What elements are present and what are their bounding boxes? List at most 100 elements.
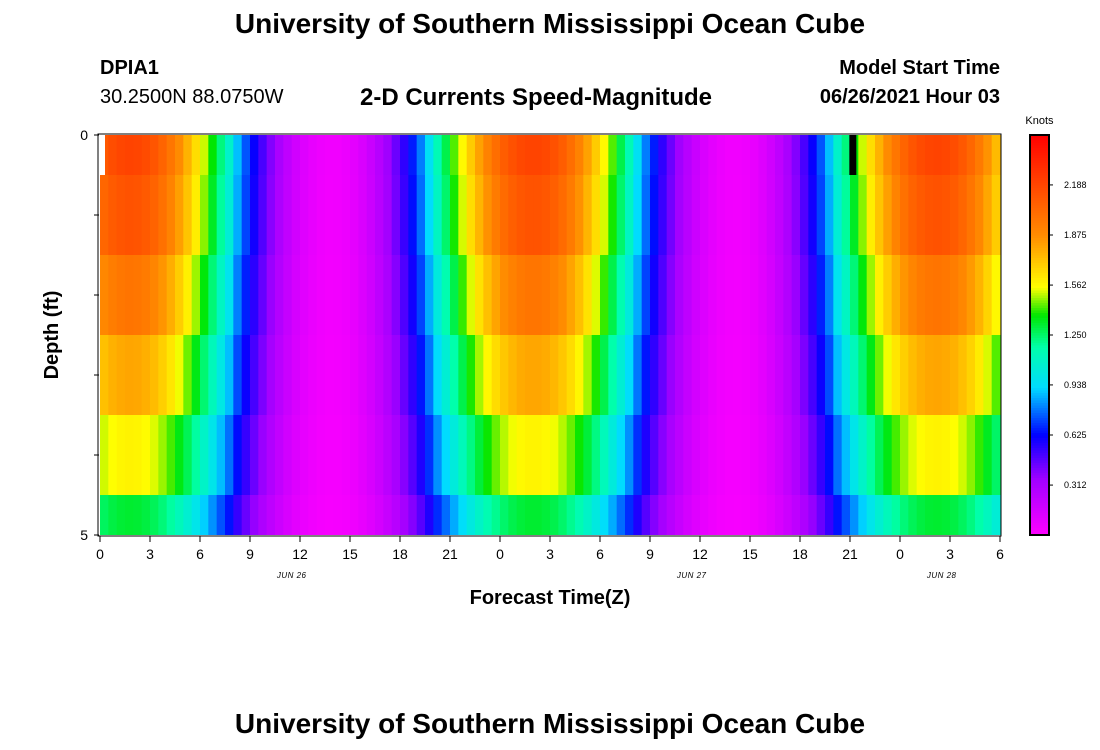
heatmap-cell [383, 175, 393, 255]
heatmap-cell [725, 495, 734, 535]
colorbar-swatch [1030, 420, 1049, 423]
chart-subtitle: 2-D Currents Speed-Magnitude [360, 84, 713, 111]
heatmap-cell [216, 415, 226, 495]
heatmap-cell [425, 255, 434, 335]
heatmap-cell [741, 135, 751, 175]
heatmap-cell [391, 175, 401, 255]
heatmap-cell [633, 255, 643, 335]
x-tick-label: 12 [292, 546, 308, 562]
heatmap-cell [666, 495, 676, 535]
heatmap-cell [483, 495, 493, 535]
colorbar-swatch [1030, 470, 1049, 473]
heatmap-cell [791, 415, 801, 495]
heatmap-cell [966, 335, 976, 415]
heatmap-cell [175, 175, 184, 255]
heatmap-cell [116, 495, 126, 535]
heatmap-cell [800, 335, 809, 415]
y-tick-label: 5 [80, 527, 88, 543]
heatmap-cell [691, 335, 701, 415]
heatmap-cell [200, 175, 209, 255]
x-tick-label: 3 [146, 546, 154, 562]
heatmap-cell [141, 135, 151, 175]
heatmap-cell [908, 255, 918, 335]
heatmap-cell [741, 415, 751, 495]
heatmap-cell [700, 415, 709, 495]
heatmap-cell [700, 255, 709, 335]
heatmap-cell [775, 415, 784, 495]
heatmap-cell [925, 255, 934, 335]
colorbar-tick-label: 0.625 [1064, 430, 1087, 440]
colorbar-swatch [1030, 330, 1049, 333]
heatmap-cell [291, 415, 301, 495]
heatmap-cell [416, 175, 426, 255]
heatmap-cell [483, 415, 493, 495]
heatmap-cell [333, 135, 343, 175]
heatmap-cell [700, 135, 709, 175]
heatmap-cell [783, 495, 793, 535]
heatmap-cell [858, 495, 868, 535]
heatmap-cell [808, 175, 818, 255]
colorbar-swatch [1030, 285, 1049, 288]
heatmap-cell [958, 495, 968, 535]
heatmap-cell [691, 175, 701, 255]
heatmap-cell [366, 495, 376, 535]
heatmap-cell [283, 175, 293, 255]
heatmap-cell [883, 135, 893, 175]
heatmap-cell [958, 255, 968, 335]
heatmap-cell [441, 415, 451, 495]
date-label: JUN 28 [926, 571, 957, 580]
heatmap-cell [408, 135, 418, 175]
heatmap-cell [283, 415, 293, 495]
heatmap-cell [916, 335, 926, 415]
heatmap-cell [716, 175, 726, 255]
colorbar-swatch [1030, 172, 1049, 176]
heatmap-cell [125, 175, 134, 255]
heatmap-cell [825, 415, 834, 495]
heatmap-cell [366, 175, 376, 255]
colorbar-swatch [1030, 247, 1049, 251]
heatmap-cell [125, 135, 134, 175]
colorbar-swatch [1030, 237, 1049, 241]
heatmap-cell [800, 415, 809, 495]
heatmap-cell [925, 415, 934, 495]
heatmap-cell [983, 495, 993, 535]
heatmap-cell [158, 135, 168, 175]
heatmap-cell [175, 495, 184, 535]
heatmap-cell [608, 415, 618, 495]
heatmap-cell [966, 495, 976, 535]
heatmap-cell [391, 335, 401, 415]
station-id: DPIA1 [100, 57, 159, 79]
heatmap-cell [191, 255, 201, 335]
colorbar-swatch [1030, 450, 1049, 453]
colorbar-swatch [1030, 440, 1049, 443]
heatmap-cell [941, 415, 951, 495]
heatmap-cell [475, 495, 484, 535]
heatmap-cell [725, 175, 734, 255]
colorbar-swatch [1030, 287, 1049, 291]
colorbar-swatch [1030, 152, 1049, 156]
heatmap-cell [233, 135, 243, 175]
heatmap-cell [775, 135, 784, 175]
heatmap-cell [983, 135, 993, 175]
heatmap-cell [600, 175, 609, 255]
heatmap-cell [616, 175, 626, 255]
heatmap-cell [366, 255, 376, 335]
heatmap-cell [350, 255, 359, 335]
heatmap-cell [958, 335, 968, 415]
heatmap-cell [291, 255, 301, 335]
heatmap-cell [825, 495, 834, 535]
heatmap-cell [891, 255, 901, 335]
colorbar-swatch [1030, 372, 1049, 376]
x-tick-label: 9 [246, 546, 254, 562]
colorbar-swatch [1030, 155, 1049, 158]
heatmap-cell [991, 495, 1001, 535]
colorbar-swatch [1030, 347, 1049, 351]
heatmap-cell [766, 495, 776, 535]
heatmap-cell [150, 135, 159, 175]
x-tick-label: 9 [646, 546, 654, 562]
heatmap-cell [625, 135, 634, 175]
heatmap-cell [250, 255, 259, 335]
heatmap-cell [191, 175, 201, 255]
heatmap-cell [750, 255, 759, 335]
heatmap-cell [875, 255, 884, 335]
